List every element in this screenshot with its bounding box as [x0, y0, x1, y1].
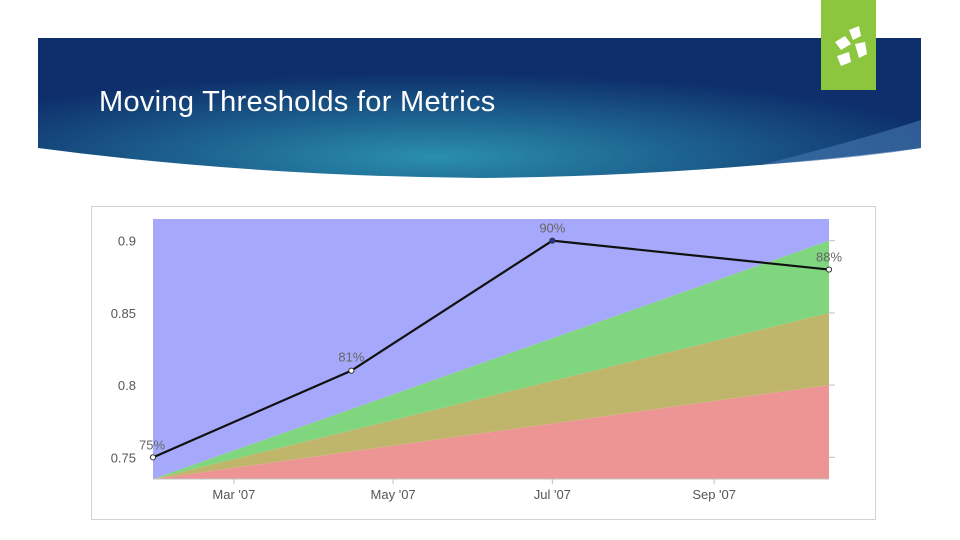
- y-tick-label: 0.85: [111, 306, 136, 321]
- y-tick-label: 0.8: [118, 378, 136, 393]
- series-point[interactable]: [149, 454, 157, 461]
- x-axis: Mar '07 May '07 Jul '07 Sep '07: [153, 478, 829, 502]
- series-line: [152, 239, 830, 459]
- y-tick-label: 0.9: [118, 234, 136, 249]
- banner-shape: [38, 38, 921, 178]
- point-label: 75%: [139, 437, 165, 452]
- threshold-band-3: [153, 219, 829, 479]
- x-tick-label: Jul '07: [534, 487, 571, 502]
- series-point[interactable]: [549, 237, 556, 244]
- threshold-chart: 0.75 0.8 0.85 0.9 Mar '07 May '07 Jul '07 Sep …: [111, 219, 842, 502]
- data-labels: 75% 81% 90% 88%: [139, 221, 842, 453]
- x-tick-label: May '07: [371, 487, 416, 502]
- x-tick-label: Mar '07: [212, 487, 255, 502]
- point-label: 90%: [539, 221, 565, 236]
- metric-series: [149, 237, 833, 461]
- threshold-bands: [153, 219, 829, 479]
- point-label: 88%: [816, 250, 842, 265]
- x-tick-label: Sep '07: [692, 487, 736, 502]
- threshold-band-1: [153, 312, 829, 479]
- point-label: 81%: [338, 350, 364, 365]
- slide-banner: [0, 0, 960, 190]
- y-tick-label: 0.75: [111, 450, 136, 465]
- logo-tile: [821, 0, 876, 90]
- series-point[interactable]: [825, 266, 833, 273]
- series-point[interactable]: [348, 367, 355, 374]
- slide-title: Moving Thresholds for Metrics: [99, 86, 496, 118]
- y-axis: 0.75 0.8 0.85 0.9: [111, 234, 835, 465]
- company-logo-icon: [835, 26, 867, 66]
